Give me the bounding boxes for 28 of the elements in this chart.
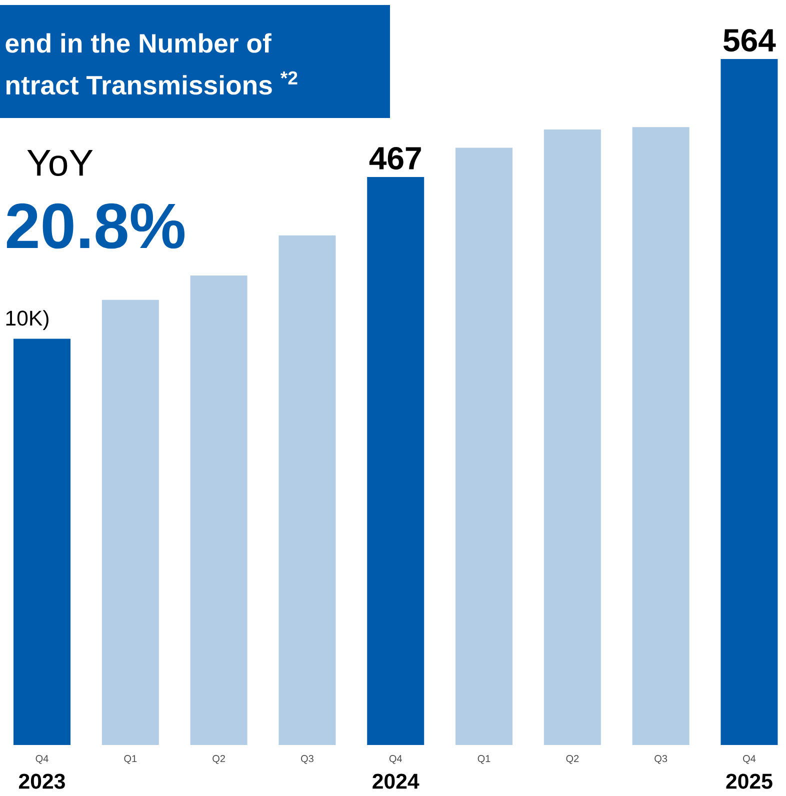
x-tick-label: Q1 (124, 755, 137, 764)
x-tick-label: Q3 (301, 755, 314, 764)
bar (632, 127, 690, 746)
bar (278, 235, 336, 746)
annotation: YoY (27, 150, 93, 176)
annotation: 10K) (6, 310, 48, 330)
x-tick-label: Q4 (389, 755, 402, 764)
bar (544, 130, 601, 746)
x-tick-label: Q1 (478, 755, 490, 764)
bar (102, 300, 159, 746)
text: 2023 (18, 774, 65, 789)
bar (13, 338, 70, 746)
bar (456, 148, 513, 746)
bar (190, 276, 248, 746)
x-tick-label: Q4 (743, 755, 756, 764)
x-tick-label: Q2 (566, 755, 579, 764)
annotation: 20.8% (6, 203, 184, 249)
chart-subtitle: ntract Transmissions $^{*2}$ (6, 71, 298, 95)
x-tick-label: Q4 (36, 755, 48, 764)
x-tick-label: Q2 (212, 755, 225, 764)
text: 2024 (372, 774, 420, 789)
bar (367, 176, 424, 746)
text: 2025 (726, 774, 772, 789)
chart-title: end in the Number of (6, 33, 272, 53)
data-label: 564 (724, 28, 776, 52)
data-label: 467 (369, 146, 421, 170)
bar (720, 59, 778, 746)
x-tick-label: Q3 (654, 755, 668, 764)
